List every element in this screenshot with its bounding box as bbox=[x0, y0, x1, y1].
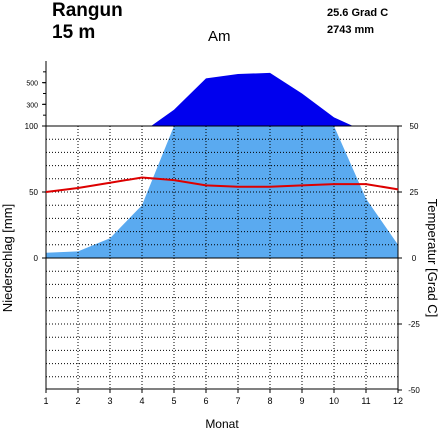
temp-tick-label: 50 bbox=[410, 122, 419, 131]
temp-tick-label: -25 bbox=[408, 320, 420, 329]
x-tick-label: 10 bbox=[329, 396, 339, 406]
precipitation-area bbox=[46, 126, 398, 258]
x-tick-label: 2 bbox=[75, 396, 80, 406]
x-tick-label: 3 bbox=[107, 396, 112, 406]
x-axis-label: Monat bbox=[205, 417, 239, 430]
x-tick-label: 7 bbox=[235, 396, 240, 406]
climate-class: Am bbox=[208, 28, 231, 45]
temperature-line bbox=[45, 176, 399, 193]
x-tick-label: 4 bbox=[139, 396, 144, 406]
x-tick-label: 8 bbox=[267, 396, 272, 406]
temp-tick-label: 0 bbox=[412, 254, 417, 263]
precipitation-high-area bbox=[151, 72, 353, 126]
mean-temperature: 25.6 Grad C bbox=[327, 7, 388, 19]
annual-precipitation: 2743 mm bbox=[327, 24, 374, 36]
precip-tick-label: 100 bbox=[25, 122, 39, 131]
x-tick-label: 9 bbox=[299, 396, 304, 406]
precip-tick-label: 300 bbox=[26, 102, 38, 109]
station-elevation: 15 m bbox=[52, 22, 95, 43]
x-tick-label: 6 bbox=[203, 396, 208, 406]
precip-tick-label: 0 bbox=[34, 254, 39, 263]
y-axis-label-right: Temperatur [Grad C] bbox=[425, 199, 439, 318]
y-axis-label-left: Niederschlag [mm] bbox=[0, 204, 15, 312]
x-tick-label: 12 bbox=[393, 396, 403, 406]
x-tick-label: 11 bbox=[361, 396, 370, 406]
precip-tick-label: 50 bbox=[29, 188, 38, 197]
temp-tick-label: 25 bbox=[410, 188, 419, 197]
precip-tick-label: 500 bbox=[26, 81, 38, 88]
temp-tick-label: -50 bbox=[408, 386, 420, 395]
x-tick-label: 1 bbox=[43, 396, 48, 406]
station-name: Rangun bbox=[52, 0, 123, 21]
x-tick-label: 5 bbox=[171, 396, 176, 406]
